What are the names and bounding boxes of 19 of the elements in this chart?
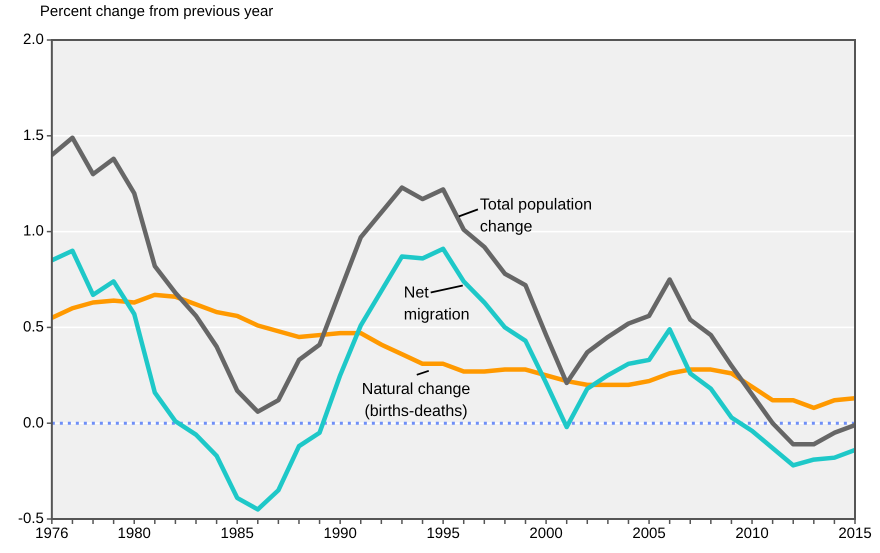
x-tick-label: 2005 [632,525,666,542]
series-label: Net migration [404,284,470,324]
x-tick-label: 1990 [323,525,357,542]
x-tick-label: 1995 [426,525,460,542]
y-tick-label: 1.0 [22,222,44,240]
x-tick-label: 1985 [220,525,254,542]
x-tick-label: 2015 [838,525,872,542]
y-tick-label: 1.5 [22,126,44,144]
x-tick-label: 2010 [735,525,769,542]
x-tick-label: 2000 [529,525,563,542]
x-tick-label: 1976 [35,525,69,542]
series-label: Total population change [480,196,592,236]
y-tick-label: -0.5 [18,510,44,528]
y-tick-label: 0.5 [22,318,44,336]
y-tick-label: 2.0 [22,31,44,48]
x-tick-label: 1980 [118,525,151,542]
y-tick-label: 0.0 [22,414,44,432]
y-axis-title: Percent change from previous year [40,3,274,20]
series-label: Natural change (births-deaths) [362,380,470,420]
